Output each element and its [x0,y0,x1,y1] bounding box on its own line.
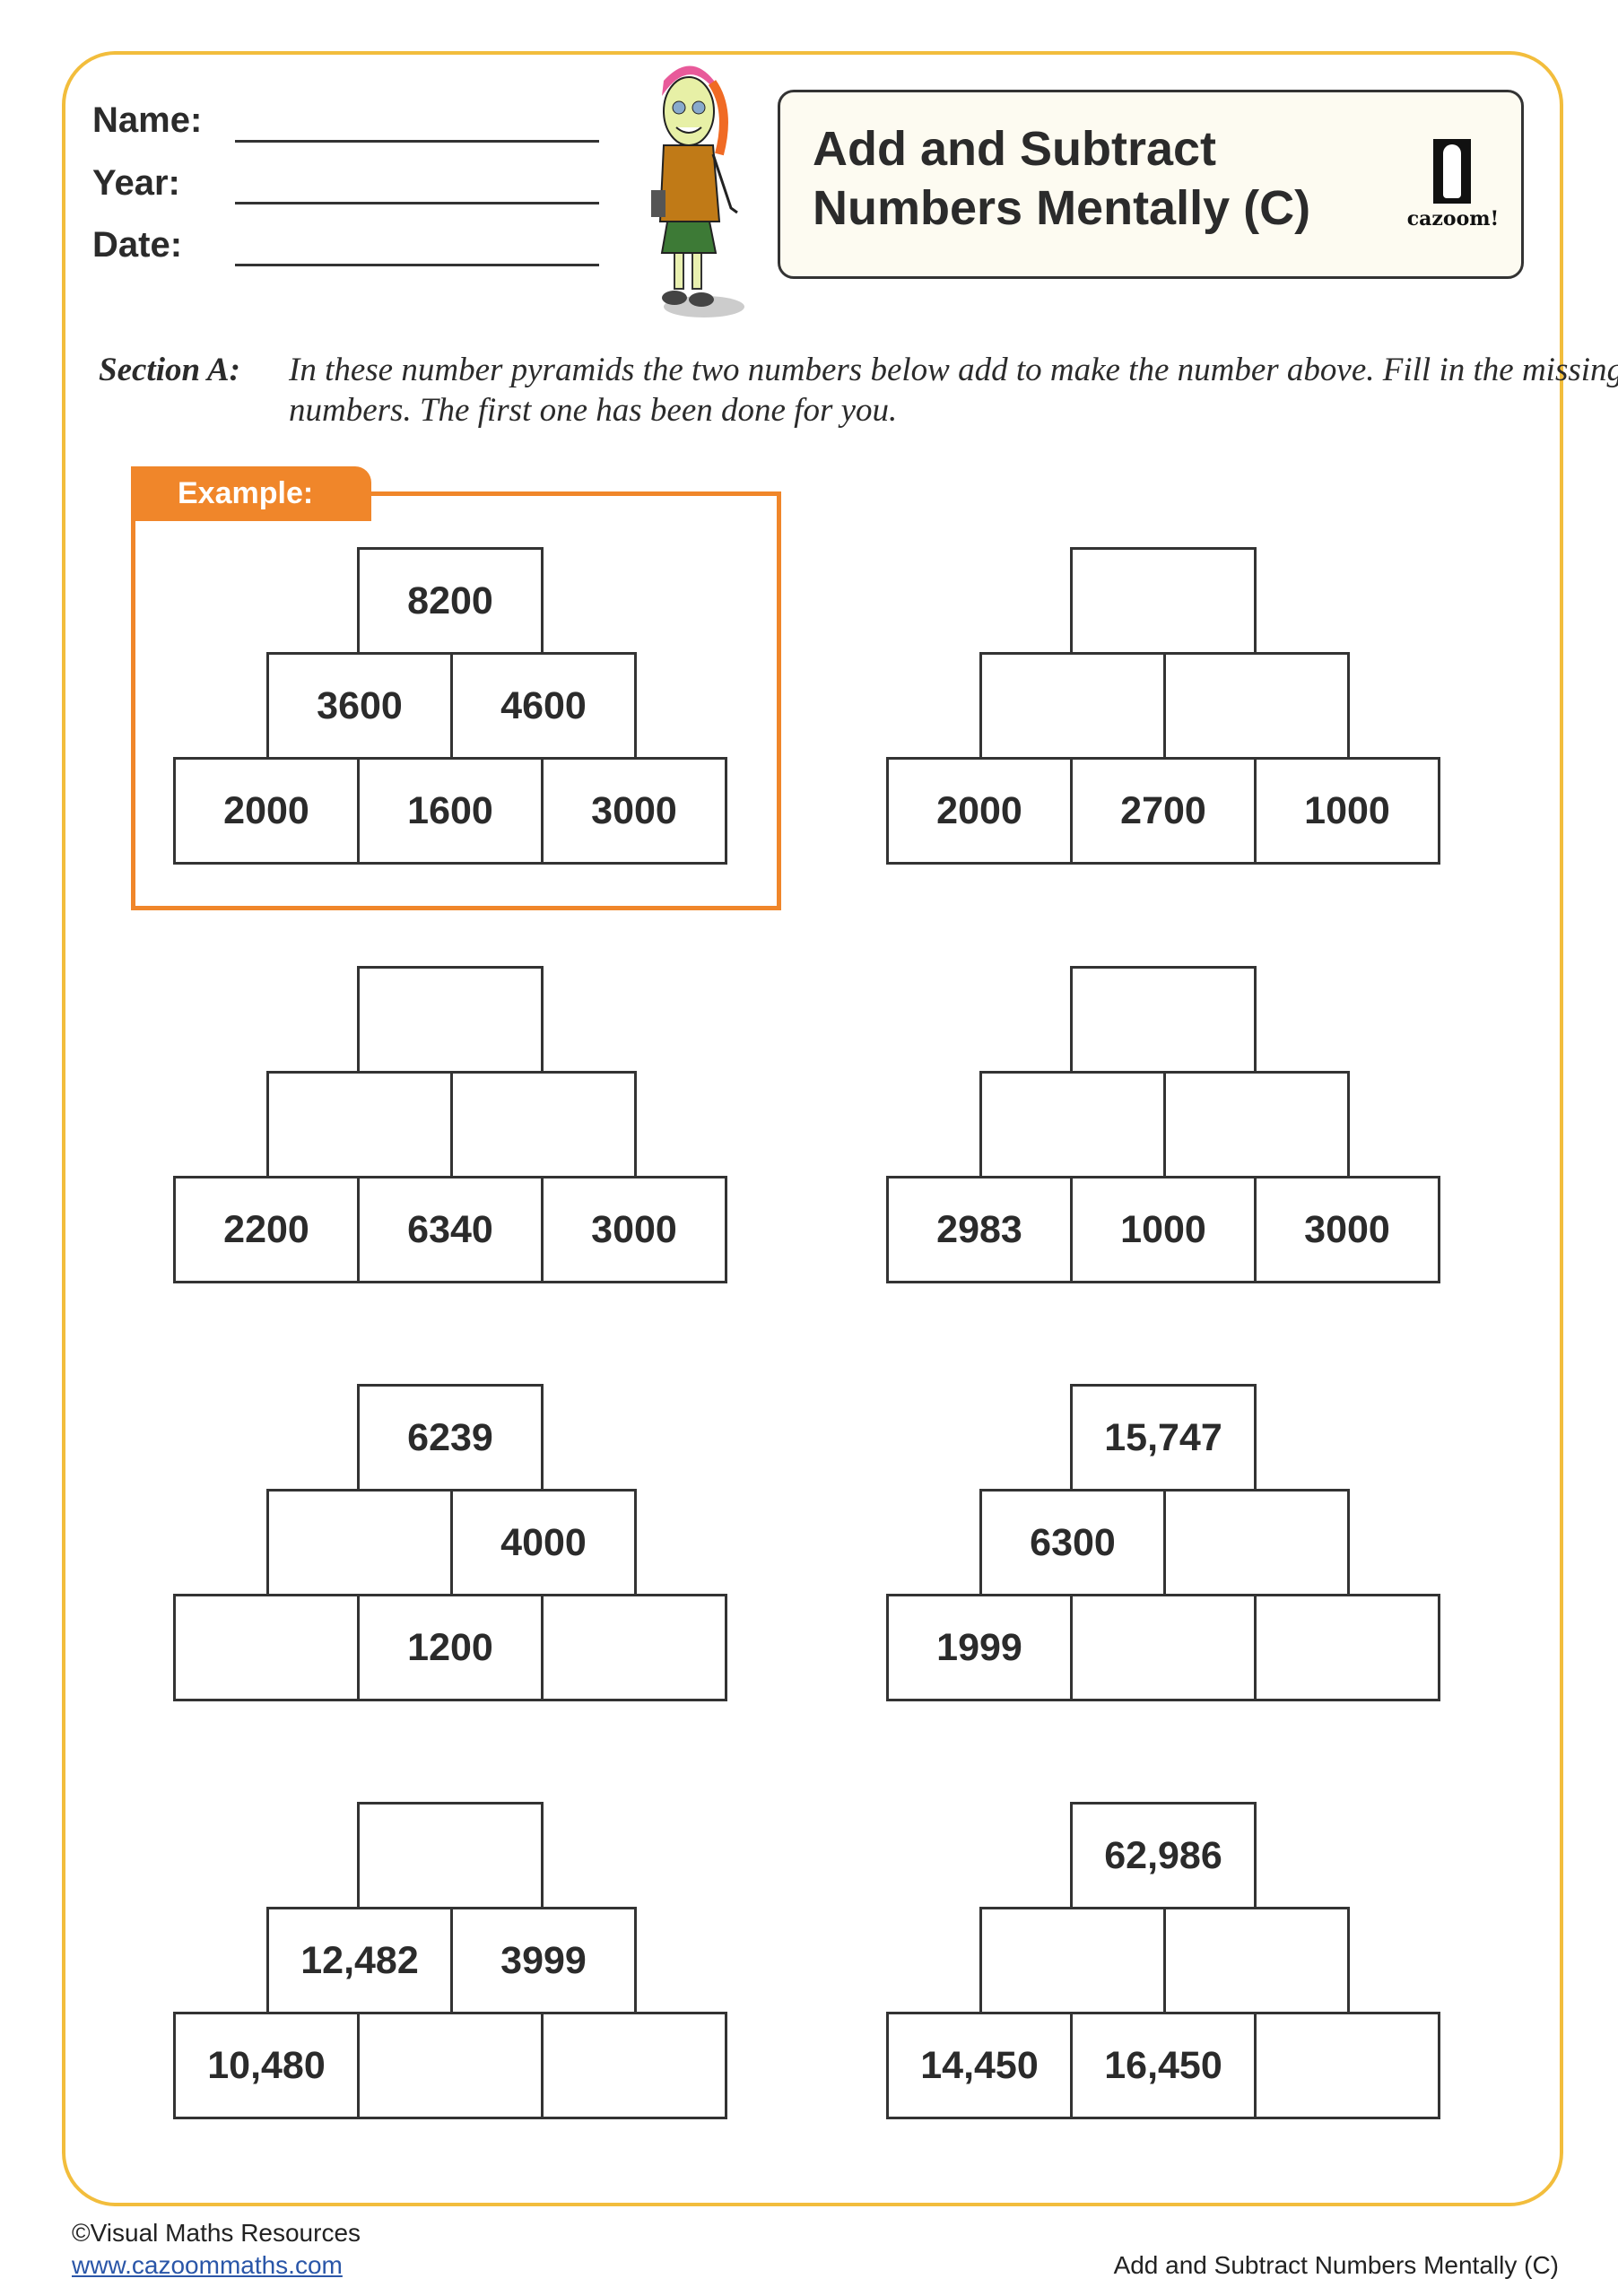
pyramid-8-middle-cell[interactable] [1163,1907,1350,2014]
website-link[interactable]: www.cazoommaths.com [72,2251,343,2279]
pyramid-8-bottom-cell[interactable] [1254,2012,1440,2119]
pyramid-3-top-cell[interactable] [357,966,544,1074]
pyramid-4-bottom-cell: 1000 [1070,1176,1257,1283]
pyramid-1-bottom-cell: 2000 [173,757,360,865]
pyramid-6-middle-cell[interactable] [1163,1489,1350,1596]
logo-text: cazoom! [1406,207,1500,230]
title-line-1: Add and Subtract [813,122,1217,176]
date-label: Date: [92,225,183,265]
pyramid-2-bottom-cell: 2700 [1070,757,1257,865]
pyramid-4-top-cell[interactable] [1070,966,1257,1074]
pyramid-6-bottom-cell[interactable] [1070,1594,1257,1701]
name-label: Name: [92,100,203,140]
pyramid-2-middle-cell[interactable] [1163,652,1350,760]
copyright: ©Visual Maths Resources [72,2219,361,2247]
pyramid-3-bottom-cell: 2200 [173,1176,360,1283]
pyramid-6-middle-cell: 6300 [979,1489,1166,1596]
pyramid-8-middle-cell[interactable] [979,1907,1166,2014]
pyramid-4-middle-cell[interactable] [1163,1071,1350,1178]
girl-illustration [651,65,744,317]
date-field[interactable] [235,264,599,266]
pyramid-4-bottom-cell: 3000 [1254,1176,1440,1283]
pyramid-3-bottom-cell: 3000 [541,1176,727,1283]
name-field[interactable] [235,140,599,143]
pyramid-2-top-cell[interactable] [1070,547,1257,655]
pyramid-7-bottom-cell[interactable] [541,2012,727,2119]
pyramid-5-bottom-cell[interactable] [173,1594,360,1701]
title-line-2: Numbers Mentally (C) [813,181,1311,235]
title-box: Add and Subtract Numbers Mentally (C) ca… [778,90,1524,279]
pyramid-1-bottom-cell: 3000 [541,757,727,865]
logo-mark-icon [1433,139,1471,204]
footer-title: Add and Subtract Numbers Mentally (C) [1113,2251,1559,2279]
instructions-text: In these number pyramids the two numbers… [289,352,1618,429]
pyramid-4-middle-cell[interactable] [979,1071,1166,1178]
pyramid-8-top-cell: 62,986 [1070,1802,1257,1909]
cazoom-logo: cazoom! [1399,139,1507,238]
pyramid-5-bottom-cell: 1200 [357,1594,544,1701]
pyramid-8-bottom-cell: 16,450 [1070,2012,1257,2119]
pyramid-3-middle-cell[interactable] [450,1071,637,1178]
pyramid-3-bottom-cell: 6340 [357,1176,544,1283]
pyramid-1-bottom-cell: 1600 [357,757,544,865]
pyramid-7-middle-cell: 12,482 [266,1907,453,2014]
pyramid-3-middle-cell[interactable] [266,1071,453,1178]
year-label: Year: [92,163,180,203]
pyramid-7-middle-cell: 3999 [450,1907,637,2014]
pyramid-7-bottom-cell: 10,480 [173,2012,360,2119]
pyramid-7-top-cell[interactable] [357,1802,544,1909]
pyramid-1-middle-cell: 3600 [266,652,453,760]
section-label: Section A: [99,352,240,388]
pyramid-5-bottom-cell[interactable] [541,1594,727,1701]
pyramid-2-bottom-cell: 2000 [886,757,1073,865]
pyramid-2-middle-cell[interactable] [979,652,1166,760]
pyramid-1-middle-cell: 4600 [450,652,637,760]
pyramid-6-bottom-cell[interactable] [1254,1594,1440,1701]
pyramid-7-bottom-cell[interactable] [357,2012,544,2119]
pyramid-6-top-cell: 15,747 [1070,1384,1257,1492]
pyramid-6-bottom-cell: 1999 [886,1594,1073,1701]
year-field[interactable] [235,202,599,204]
pyramid-1-top-cell: 8200 [357,547,544,655]
pyramid-5-middle-cell[interactable] [266,1489,453,1596]
pyramid-5-top-cell: 6239 [357,1384,544,1492]
pyramid-2-bottom-cell: 1000 [1254,757,1440,865]
example-tab: Example: [131,466,371,521]
example-box [131,491,781,910]
pyramid-8-bottom-cell: 14,450 [886,2012,1073,2119]
pyramid-5-middle-cell: 4000 [450,1489,637,1596]
page-border [62,51,1563,2206]
worksheet-title: Add and Subtract Numbers Mentally (C) [813,119,1310,238]
pyramid-4-bottom-cell: 2983 [886,1176,1073,1283]
